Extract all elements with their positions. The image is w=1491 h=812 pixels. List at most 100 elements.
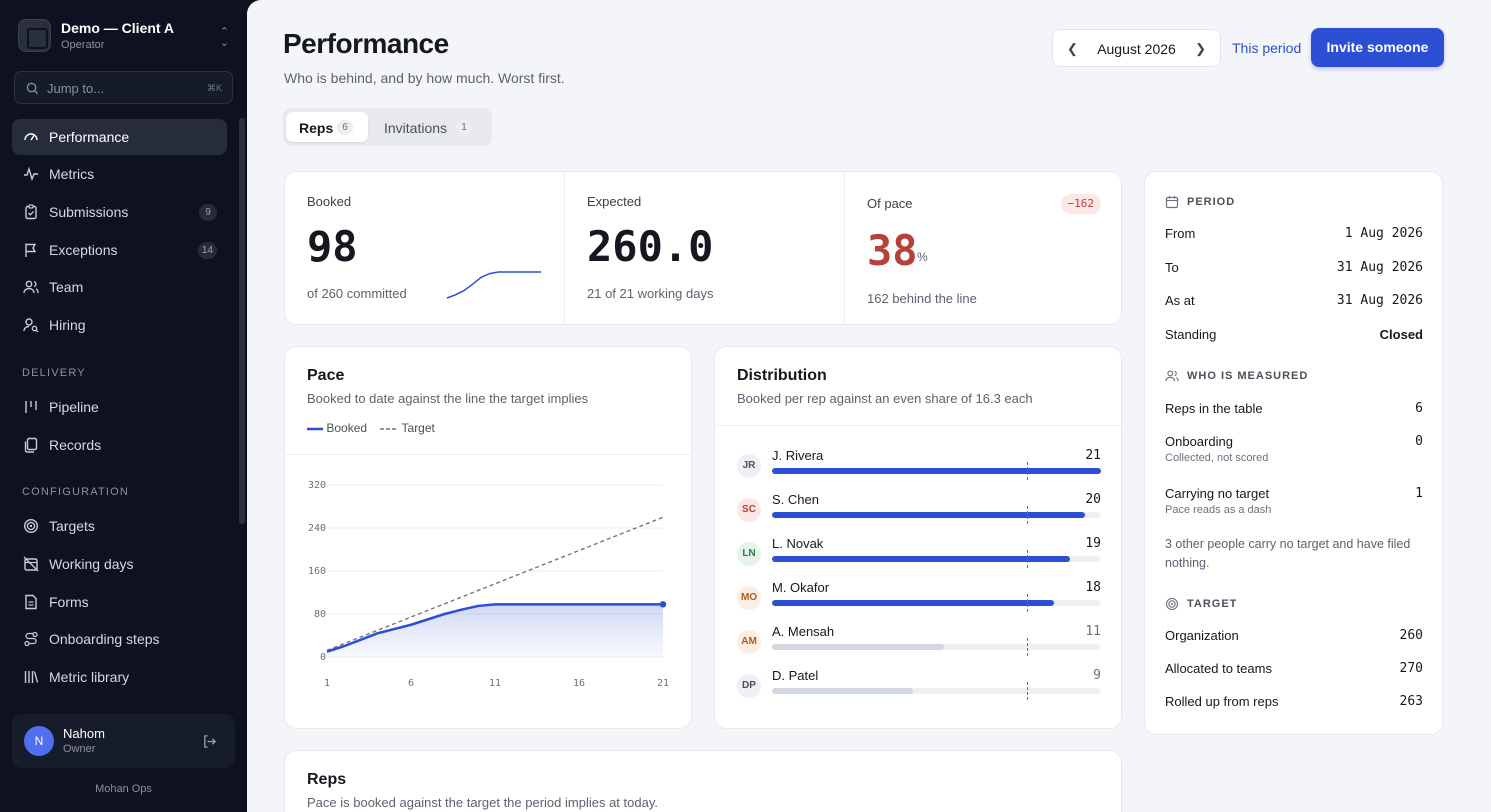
search-icon <box>26 82 39 95</box>
footer-brand: Mohan Ops <box>95 783 152 795</box>
workspace-role: Operator <box>61 39 105 51</box>
shortcut-hint: ⌘K <box>206 83 222 93</box>
this-period-link[interactable]: This period <box>1232 40 1302 56</box>
heading-text: WHO IS MEASURED <box>1187 370 1309 382</box>
page-title: Performance <box>283 28 449 59</box>
rep-bar-track <box>772 462 1101 480</box>
sidebar-item-exceptions[interactable]: Exceptions 14 <box>12 232 227 268</box>
sidebar-item-records[interactable]: Records <box>12 427 227 463</box>
even-share-marker <box>1027 462 1029 480</box>
stat-label: Expected <box>587 194 642 209</box>
rep-booked-value: 21 <box>1085 448 1101 463</box>
x-tick-label: 1 <box>324 678 330 689</box>
row-value: 1 <box>1415 486 1423 501</box>
summary-card: Booked 98 of 260 committed Expected 260.… <box>284 171 1122 325</box>
tab-invitations[interactable]: Invitations 1 <box>371 112 489 142</box>
distribution-row[interactable]: LN L. Novak 19 <box>737 536 1101 576</box>
workspace-switcher[interactable]: Demo — Client A Operator ⌃ ⌄ <box>18 19 233 55</box>
divider <box>715 425 1121 426</box>
users-icon <box>23 280 39 294</box>
user-menu[interactable]: N Nahom Owner <box>12 714 235 768</box>
row-organization: Organization 260 <box>1165 628 1423 648</box>
rep-name: M. Okafor <box>772 580 830 595</box>
sidebar-item-metrics[interactable]: Metrics <box>12 156 227 192</box>
row-value: 31 Aug 2026 <box>1336 293 1423 308</box>
row-reps-in-table: Reps in the table 6 <box>1165 401 1423 421</box>
target-icon <box>23 518 39 534</box>
distribution-row[interactable]: SC S. Chen 20 <box>737 492 1101 532</box>
row-standing: Standing Closed <box>1165 327 1423 347</box>
sidebar-item-targets[interactable]: Targets <box>12 508 227 544</box>
rep-booked-value: 19 <box>1085 536 1101 551</box>
sidebar-item-metric-library[interactable]: Metric library <box>12 659 227 695</box>
rep-initials: JR <box>737 454 761 478</box>
distribution-row[interactable]: JR J. Rivera 21 <box>737 448 1101 488</box>
user-role: Owner <box>63 743 96 755</box>
sidebar-item-forms[interactable]: Forms <box>12 584 227 620</box>
even-share-marker <box>1027 594 1029 612</box>
row-onboarding: Onboarding 0 Collected, not scored <box>1165 434 1423 470</box>
users-icon <box>1165 370 1179 382</box>
chevron-left-icon[interactable]: ❮ <box>1067 41 1078 56</box>
rep-bar-fill <box>772 556 1070 562</box>
distribution-row[interactable]: AM A. Mensah 11 <box>737 624 1101 664</box>
stat-foot: of 260 committed <box>307 286 407 301</box>
sidebar-item-submissions[interactable]: Submissions 9 <box>12 194 227 230</box>
rep-booked-value: 18 <box>1085 580 1101 595</box>
rep-bar-track <box>772 550 1101 568</box>
row-label: As at <box>1165 293 1195 308</box>
sidebar-item-hiring[interactable]: Hiring <box>12 307 227 343</box>
logout-icon[interactable] <box>202 734 217 749</box>
rep-booked-value: 11 <box>1085 624 1101 639</box>
row-label: Standing <box>1165 327 1217 342</box>
booked-endpoint <box>659 601 667 608</box>
sidebar-item-pipeline[interactable]: Pipeline <box>12 389 227 425</box>
stat-foot: 162 behind the line <box>867 291 977 306</box>
rep-bar-fill <box>772 512 1086 518</box>
period-navigator: ❮ August 2026 ❯ <box>1052 29 1221 67</box>
delta-badge: −162 <box>1060 194 1101 214</box>
sidebar-item-label: Submissions <box>49 204 129 220</box>
sidebar-item-performance[interactable]: Performance <box>12 119 227 155</box>
rep-name: L. Novak <box>772 536 824 551</box>
target-line <box>326 516 664 651</box>
card-subtitle: Pace is booked against the target the pe… <box>307 795 658 810</box>
expected-stat: Expected 260.0 21 of 21 working days <box>565 172 844 324</box>
route-icon <box>24 631 38 647</box>
section-heading-delivery: DELIVERY <box>22 367 86 379</box>
invite-button[interactable]: Invite someone <box>1311 28 1444 67</box>
row-as-at: As at 31 Aug 2026 <box>1165 293 1423 313</box>
sidebar-item-label: Performance <box>49 129 130 145</box>
divider <box>285 454 691 455</box>
file-text-icon <box>25 594 37 610</box>
rep-name: A. Mensah <box>772 624 835 639</box>
distribution-card: Distribution Booked per rep against an e… <box>714 346 1122 729</box>
chevron-right-icon[interactable]: ❯ <box>1195 41 1206 56</box>
sparkline-line <box>446 271 541 299</box>
row-value: 260 <box>1399 628 1423 643</box>
sidebar: Demo — Client A Operator ⌃ ⌄ Jump to... ⌘… <box>0 0 247 812</box>
rep-bar-fill <box>772 468 1101 474</box>
tab-reps[interactable]: Reps 6 <box>286 112 368 142</box>
stat-label: Booked <box>307 194 352 209</box>
tab-count: 1 <box>456 120 472 135</box>
x-tick-label: 21 <box>657 678 669 689</box>
sidebar-item-working-days[interactable]: Working days <box>12 546 227 582</box>
row-value: 263 <box>1399 694 1423 709</box>
y-tick-label: 0 <box>320 652 326 663</box>
columns-icon <box>25 401 37 413</box>
sidebar-item-label: Forms <box>49 594 89 610</box>
sidebar-item-team[interactable]: Team <box>12 269 227 305</box>
distribution-row[interactable]: MO M. Okafor 18 <box>737 580 1101 620</box>
sidebar-item-onboarding-steps[interactable]: Onboarding steps <box>12 621 227 657</box>
chevron-updown-icon: ⌃ ⌄ <box>219 26 229 49</box>
distribution-row[interactable]: DP D. Patel 9 <box>737 668 1101 708</box>
gauge-icon <box>24 133 38 141</box>
booked-stat: Booked 98 of 260 committed <box>285 172 564 324</box>
rep-initials: DP <box>737 674 761 698</box>
jump-to-search[interactable]: Jump to... ⌘K <box>14 71 233 104</box>
chart-legend: Booked Target <box>307 421 435 435</box>
sidebar-item-label: Hiring <box>49 317 86 333</box>
booked-area <box>327 604 663 657</box>
sidebar-scrollbar[interactable] <box>239 118 245 524</box>
